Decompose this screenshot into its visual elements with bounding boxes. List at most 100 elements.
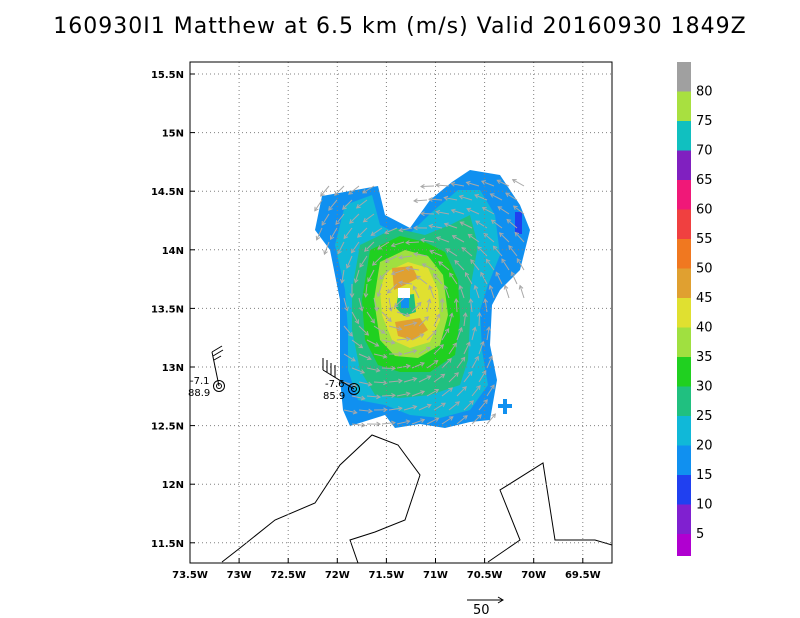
wind-vector (341, 269, 345, 283)
wind-vector-head (474, 193, 480, 199)
wind-vector (429, 250, 443, 257)
colorbar-label: 10 (696, 498, 713, 513)
wind-vector (337, 241, 345, 254)
wind-vector (363, 213, 375, 223)
wind-vector-head (510, 271, 516, 277)
wind-vector (486, 355, 493, 369)
wind-vector-head (388, 306, 394, 312)
wind-vector-head (315, 235, 321, 241)
wind-vector (377, 241, 390, 250)
shading-45b (395, 318, 428, 340)
wind-vector (478, 312, 481, 327)
wind-vector-head (512, 205, 518, 210)
wind-vector (486, 259, 495, 271)
wind-vector (486, 327, 490, 341)
wind-vector-head (405, 240, 410, 245)
map-frame (189, 61, 613, 564)
wind-vector (351, 311, 359, 324)
wind-vector (358, 353, 372, 360)
wind-vector-head (363, 293, 369, 298)
wind-vector-head (358, 343, 364, 349)
wind-vector-head (432, 330, 437, 335)
wind-vector (396, 311, 410, 317)
wind-vector (470, 259, 480, 271)
wind-vector (471, 385, 481, 397)
wind-vector-head (352, 409, 358, 415)
wind-vector (396, 365, 410, 369)
wind-vector-head (435, 209, 441, 215)
wind-vector (399, 255, 413, 259)
wind-vector (379, 269, 390, 280)
wind-vector-head (496, 179, 502, 184)
wind-vector (414, 253, 428, 257)
wind-vector-head (434, 389, 440, 394)
wind-vector (359, 255, 368, 268)
wind-vector (470, 299, 473, 313)
observation-right: -7.6 85.9 (322, 358, 360, 402)
wind-vector-head (413, 198, 418, 204)
wind-vector-head (373, 306, 379, 312)
wind-vector-head (386, 288, 392, 294)
wind-vector-head (426, 298, 432, 304)
wind-vector (426, 330, 437, 341)
wind-vector (441, 387, 453, 397)
wind-vector (444, 223, 458, 229)
wind-vector-head (508, 244, 513, 250)
wind-vector (385, 255, 398, 263)
lat-tick-label: 15N (162, 129, 184, 140)
colorbar-segment (677, 180, 691, 210)
wind-vector (343, 381, 357, 387)
wind-vector (477, 246, 488, 257)
wind-vector-head (518, 284, 524, 290)
wind-vector (482, 207, 495, 215)
wind-vector (403, 377, 417, 383)
wind-vector (478, 399, 488, 411)
wind-vector (511, 271, 518, 285)
wind-vector-head (376, 292, 382, 298)
wind-vector-head (362, 217, 368, 223)
wind-vector (418, 346, 431, 355)
wind-vector (348, 185, 360, 195)
wind-vector-head (412, 349, 418, 354)
wind-vector-head (439, 297, 445, 303)
wind-vector (471, 327, 476, 341)
wind-vector (475, 220, 488, 229)
wind-vector (486, 413, 496, 425)
wind-vector (387, 283, 398, 294)
wind-vector-head (412, 376, 418, 382)
wind-vector (399, 281, 413, 285)
wind-vector-head (361, 422, 366, 428)
wind-vector-head (479, 340, 485, 346)
wind-vector-head (428, 223, 434, 229)
wind-vector-head (364, 331, 370, 336)
wind-vector-head (443, 195, 449, 201)
wind-vector (372, 255, 383, 266)
wind-vector (433, 373, 445, 383)
wind-vector-head (441, 402, 446, 407)
scale-vector: 50 (467, 596, 504, 618)
colorbar-segment (677, 121, 691, 151)
obs-right-value2: 85.9 (323, 391, 345, 402)
wind-vector-head (488, 355, 494, 361)
obs-left-barb-flag1 (211, 345, 223, 353)
wind-vector-head (462, 415, 468, 420)
wind-vector-head (355, 204, 361, 209)
wind-vector (388, 325, 402, 330)
wind-vector (377, 283, 383, 297)
wind-vector (351, 395, 365, 400)
colorbar-label: 40 (696, 321, 713, 336)
wind-vector (366, 395, 380, 398)
map-ticks (189, 73, 584, 563)
wind-vector-head (398, 254, 404, 260)
wind-vector-head (342, 205, 347, 210)
wind-vector (343, 227, 353, 239)
colorbar-label: 45 (696, 291, 713, 306)
wind-vector-head (374, 342, 380, 347)
colorbar-segment (677, 298, 691, 328)
coastline-hispaniola (221, 434, 421, 563)
wind-vector-head (323, 250, 328, 256)
wind-vector-head (470, 259, 475, 264)
wind-vector-head (485, 258, 491, 264)
obs-left-value2: 88.9 (188, 388, 210, 399)
wind-vector (499, 232, 510, 243)
